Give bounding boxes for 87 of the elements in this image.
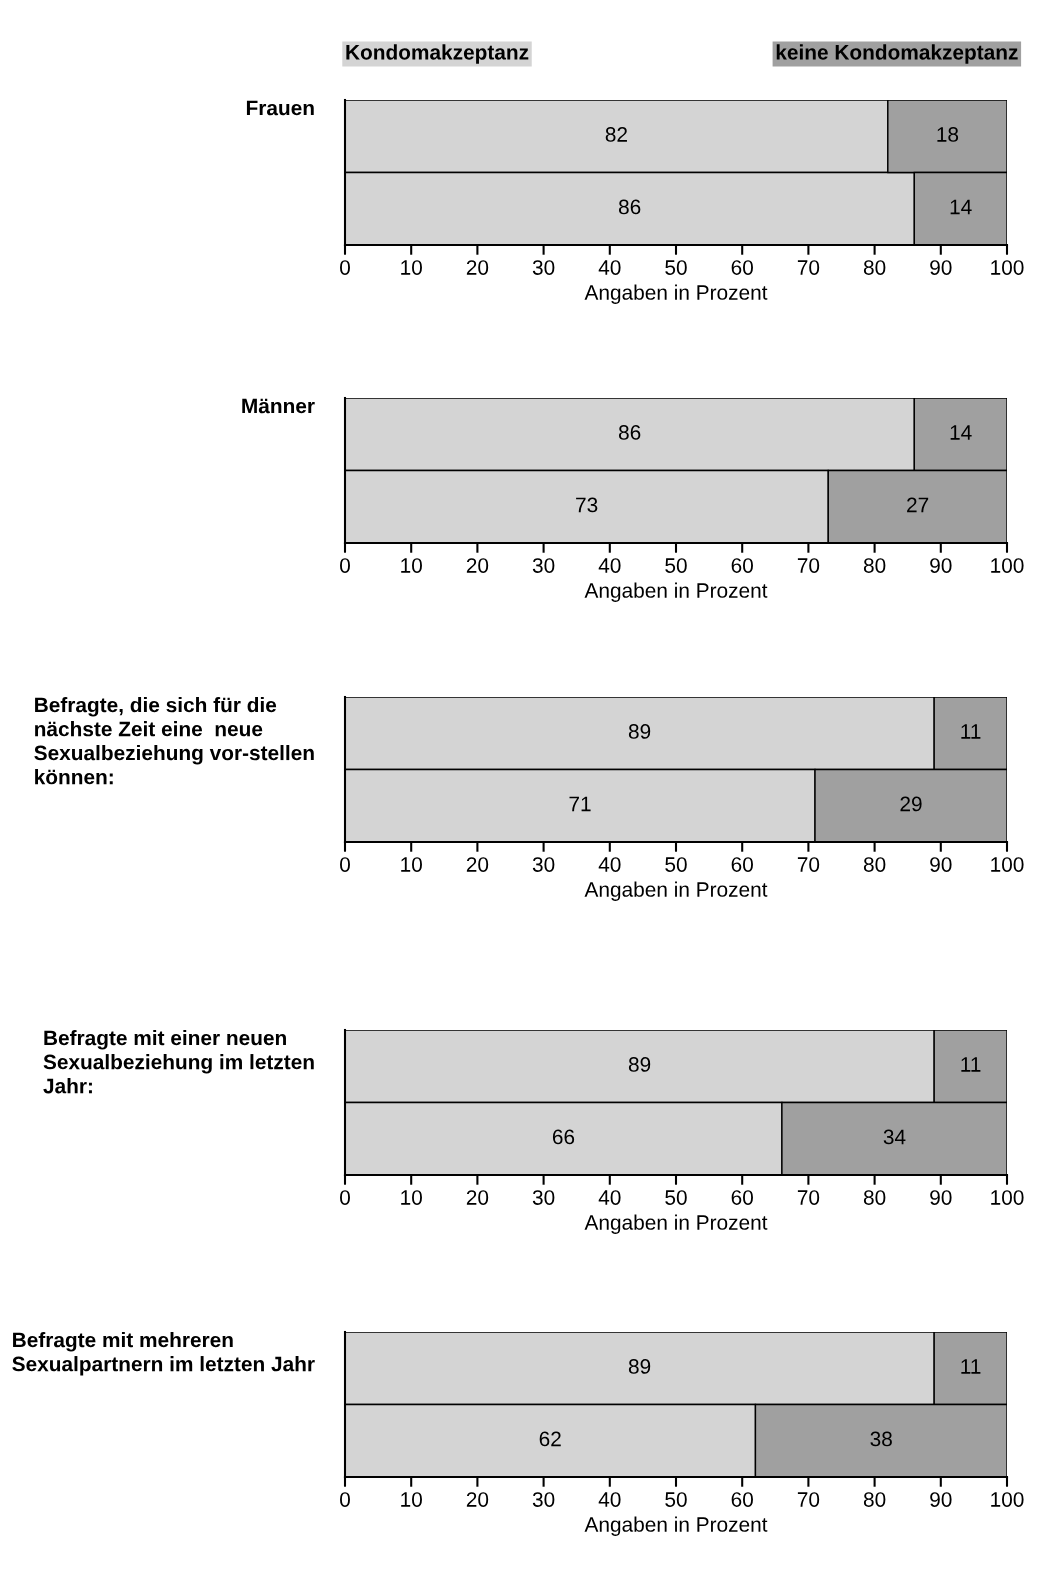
x-tick-label: 100 bbox=[991, 857, 1024, 872]
x-tick-label: 50 bbox=[665, 260, 687, 275]
data-label: 11 bbox=[961, 1359, 981, 1374]
x-tick-label: 60 bbox=[731, 558, 753, 573]
x-axis-title: Angaben in Prozent bbox=[584, 284, 768, 304]
x-tick-label: 30 bbox=[532, 1190, 555, 1205]
x-tick-label: 20 bbox=[466, 1190, 489, 1205]
x-tick-label: 40 bbox=[598, 1190, 621, 1205]
data-label: 62 bbox=[539, 1431, 561, 1447]
x-tick-label: 60 bbox=[731, 1190, 753, 1205]
x-tick-label: 100 bbox=[991, 260, 1024, 275]
data-label: 34 bbox=[883, 1129, 906, 1145]
x-tick-label: 40 bbox=[598, 857, 621, 872]
chart-title: Männer bbox=[242, 398, 315, 414]
series-label: Kondomakzeptanz bbox=[346, 44, 529, 64]
x-tick-label: 60 bbox=[731, 1492, 753, 1507]
data-label: 14 bbox=[950, 425, 972, 440]
x-tick-label: 20 bbox=[466, 558, 489, 573]
x-tick-label: 0 bbox=[340, 1492, 350, 1507]
x-tick-label: 90 bbox=[930, 260, 952, 275]
x-axis-title: Angaben in Prozent bbox=[584, 1516, 768, 1536]
x-tick-label: 60 bbox=[731, 857, 753, 872]
chart-title: Frauen bbox=[246, 100, 314, 116]
x-tick-label: 20 bbox=[466, 1492, 489, 1507]
x-tick-label: 30 bbox=[532, 1492, 555, 1507]
x-tick-label: 80 bbox=[863, 1492, 886, 1507]
data-label: 14 bbox=[950, 199, 972, 215]
x-tick-label: 10 bbox=[401, 260, 422, 275]
data-label: 27 bbox=[907, 497, 929, 513]
x-tick-label: 20 bbox=[466, 857, 489, 872]
data-label: 11 bbox=[961, 724, 981, 739]
data-label: 71 bbox=[569, 796, 591, 812]
data-label: 89 bbox=[628, 724, 651, 739]
data-label: 38 bbox=[870, 1431, 892, 1447]
text: Befragte mit mehreren Sexualpartnern im letzten Jahr bbox=[12, 1332, 315, 1376]
data-label: 29 bbox=[900, 796, 922, 812]
x-tick-label: 30 bbox=[532, 857, 555, 872]
x-tick-label: 10 bbox=[401, 857, 422, 872]
x-tick-label: 80 bbox=[863, 857, 886, 872]
x-tick-label: 70 bbox=[797, 260, 820, 275]
data-label: 18 bbox=[937, 127, 959, 142]
data-label: 11 bbox=[961, 1057, 981, 1072]
x-tick-label: 80 bbox=[863, 558, 886, 573]
data-label: 86 bbox=[618, 425, 641, 440]
x-tick-label: 50 bbox=[665, 558, 687, 573]
x-tick-label: 0 bbox=[340, 1190, 350, 1205]
text: Befragte mit einer neuen Sexualbeziehung im letzten Jahr: bbox=[43, 1030, 314, 1094]
x-tick-label: 20 bbox=[466, 260, 489, 275]
x-tick-label: 100 bbox=[991, 558, 1024, 573]
x-tick-label: 90 bbox=[930, 857, 952, 872]
data-label: 73 bbox=[576, 497, 598, 513]
x-tick-label: 60 bbox=[731, 260, 753, 275]
data-label: 82 bbox=[605, 127, 627, 142]
x-tick-label: 70 bbox=[797, 558, 820, 573]
series-label: keine Kondomakzeptanz bbox=[776, 44, 1018, 64]
x-tick-label: 40 bbox=[598, 260, 621, 275]
x-tick-label: 90 bbox=[930, 558, 952, 573]
x-tick-label: 80 bbox=[863, 1190, 886, 1205]
x-tick-label: 0 bbox=[340, 558, 350, 573]
x-tick-label: 10 bbox=[401, 558, 422, 573]
x-tick-label: 50 bbox=[665, 1492, 687, 1507]
x-tick-label: 90 bbox=[930, 1492, 952, 1507]
x-tick-label: 70 bbox=[797, 857, 820, 872]
x-tick-label: 100 bbox=[991, 1492, 1024, 1507]
data-label: 89 bbox=[628, 1359, 651, 1374]
x-tick-label: 100 bbox=[991, 1190, 1024, 1205]
x-tick-label: 50 bbox=[665, 857, 687, 872]
x-axis-title: Angaben in Prozent bbox=[584, 881, 768, 901]
x-tick-label: 30 bbox=[532, 558, 555, 573]
x-tick-label: 10 bbox=[401, 1190, 422, 1205]
x-tick-label: 40 bbox=[598, 1492, 621, 1507]
data-label: 89 bbox=[628, 1057, 651, 1072]
x-tick-label: 70 bbox=[797, 1492, 820, 1507]
x-tick-label: 10 bbox=[401, 1492, 422, 1507]
data-label: 86 bbox=[618, 199, 641, 215]
text: Befragte, die sich für die nächste Zeit eine neue Sexualbeziehung vor-stellen können: bbox=[34, 697, 314, 785]
x-axis-title: Angaben in Prozent bbox=[584, 582, 768, 602]
x-axis-title: Angaben in Prozent bbox=[584, 1214, 768, 1234]
x-tick-label: 50 bbox=[665, 1190, 687, 1205]
x-tick-label: 0 bbox=[340, 260, 350, 275]
data-label: 66 bbox=[552, 1129, 575, 1145]
x-tick-label: 40 bbox=[598, 558, 621, 573]
x-tick-label: 0 bbox=[340, 857, 350, 872]
x-tick-label: 90 bbox=[930, 1190, 952, 1205]
x-tick-label: 30 bbox=[532, 260, 555, 275]
x-tick-label: 70 bbox=[797, 1190, 820, 1205]
x-tick-label: 80 bbox=[863, 260, 886, 275]
